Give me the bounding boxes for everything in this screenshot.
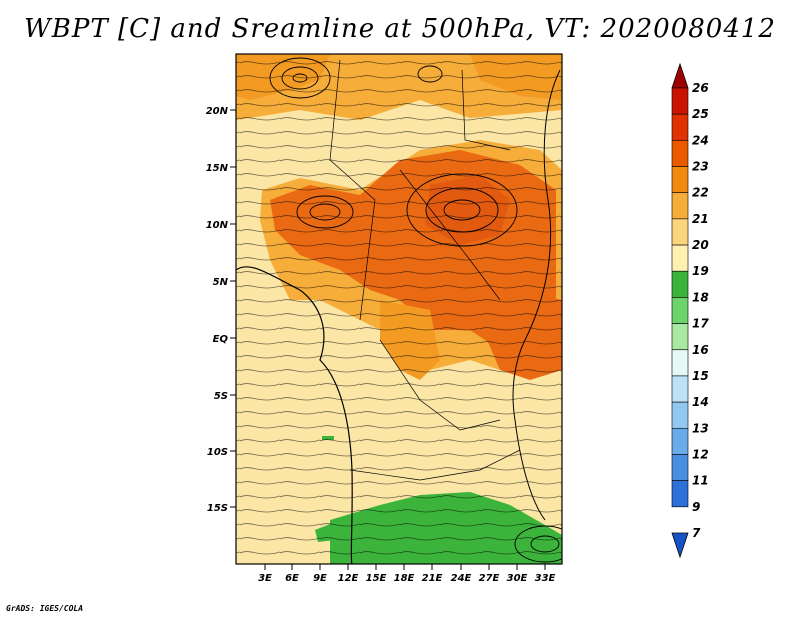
streamlines <box>236 54 562 564</box>
colorbar-segment <box>671 192 689 220</box>
country-borders <box>329 59 521 481</box>
lat-axis: 20N 15N 10N 5N EQ 5S 10S 15S <box>206 106 236 514</box>
lon-label: 9E <box>313 573 327 584</box>
lon-label: 15E <box>366 573 387 584</box>
colorbar-label: 21 <box>692 212 709 226</box>
colorbar-label: 20 <box>692 238 709 252</box>
colorbar-label: 26 <box>692 81 709 95</box>
colorbar-label: 13 <box>692 421 709 435</box>
colorbar-label: 24 <box>692 133 709 147</box>
colorbar-segment <box>671 166 689 194</box>
colorbar-bottom-arrow <box>671 532 689 559</box>
colorbar-label: 11 <box>692 474 709 488</box>
lat-label: 20N <box>206 106 229 117</box>
colorbar-segment <box>671 349 689 377</box>
lat-label: EQ <box>213 334 229 345</box>
lat-label: 15N <box>206 163 229 174</box>
lon-label: 6E <box>285 573 299 584</box>
colorbar-label: 25 <box>692 107 709 121</box>
colorbar-label: 7 <box>692 526 701 540</box>
colorbar-segment <box>671 323 689 351</box>
lon-label: 27E <box>479 573 500 584</box>
colorbar-segment <box>671 297 689 324</box>
colorbar-top-arrow <box>671 62 689 89</box>
lon-label: 33E <box>535 573 556 584</box>
colorbar-segment <box>671 244 689 272</box>
lon-label: 24E <box>451 573 472 584</box>
colorbar: 26 25 24 23 22 21 20 19 18 17 16 15 14 13 12 11 9 7 <box>671 62 709 559</box>
colorbar-label: 16 <box>692 343 709 357</box>
colorbar-label: 9 <box>692 500 700 514</box>
colorbar-label: 22 <box>692 186 709 200</box>
map-frame <box>235 53 563 565</box>
streamline-vortices <box>269 57 562 563</box>
coastline <box>236 266 353 564</box>
colorbar-segment <box>671 401 689 429</box>
lon-label: 30E <box>507 573 528 584</box>
lon-label: 3E <box>258 573 272 584</box>
colorbar-segment <box>671 375 689 403</box>
colorbar-segment <box>671 87 689 115</box>
colorbar-label: 17 <box>692 317 709 331</box>
lat-label: 5S <box>214 391 228 402</box>
lat-label: 15S <box>207 503 228 514</box>
map-panel <box>236 54 562 564</box>
colorbar-label: 18 <box>692 290 709 304</box>
colorbar-segment <box>671 270 689 298</box>
lon-axis: 3E 6E 9E 12E 15E 18E 21E 24E 27E 30E 33E <box>258 564 556 584</box>
colorbar-segment <box>671 113 689 141</box>
lat-label: 10S <box>207 447 228 458</box>
colorbar-segment <box>671 218 689 246</box>
colorbar-label: 12 <box>692 447 709 461</box>
colorbar-label: 14 <box>692 395 709 409</box>
lat-label: 10N <box>206 220 229 231</box>
colorbar-label: 23 <box>692 160 709 174</box>
colorbar-segment <box>671 454 689 481</box>
colorbar-segment <box>671 427 689 455</box>
lon-label: 18E <box>394 573 415 584</box>
grads-credit: GrADS: IGES/COLA <box>6 604 84 613</box>
lon-label: 12E <box>338 573 359 584</box>
colorbar-label: 15 <box>692 369 709 383</box>
colorbar-segment <box>671 140 689 167</box>
colorbar-label: 19 <box>692 264 709 278</box>
colorbar-segment <box>671 480 689 508</box>
lon-label: 21E <box>422 573 443 584</box>
coastline-east <box>512 69 561 521</box>
lat-label: 5N <box>213 277 229 288</box>
chart-title: WBPT [C] and Sreamline at 500hPa, VT: 20… <box>24 14 776 44</box>
